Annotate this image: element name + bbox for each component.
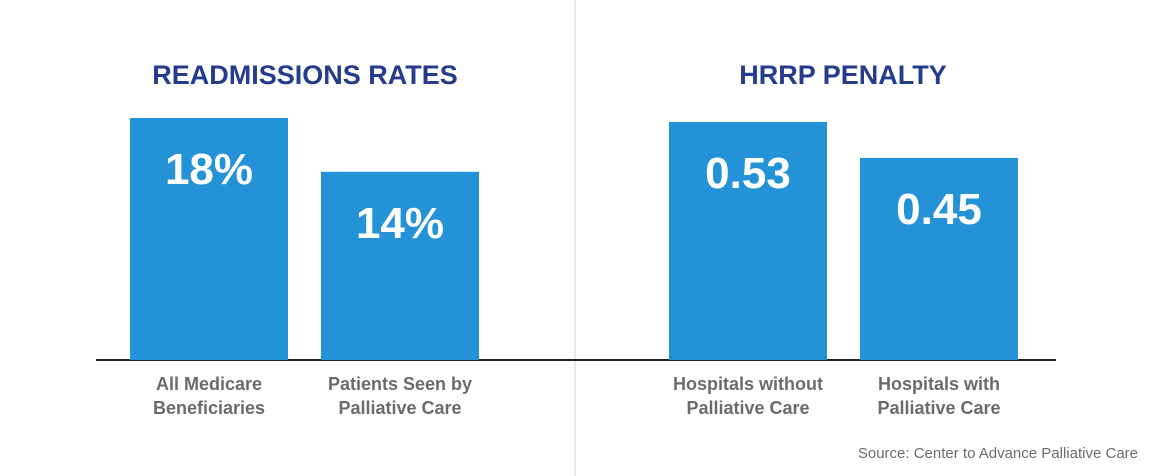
category-label: Hospitals with (878, 374, 1000, 394)
category-label: Patients Seen by (328, 374, 472, 394)
chart-panel-2: HRRP PENALTY 0.53 Hospitals without Palliat… (669, 60, 1018, 418)
category-label: Beneficiaries (153, 398, 265, 418)
category-label: All Medicare (156, 374, 262, 394)
source-note: Source: Center to Advance Palliative Car… (858, 445, 1138, 462)
chart-title: HRRP PENALTY (739, 60, 947, 90)
bar-value-label: 14% (356, 199, 444, 248)
chart-panels: READMISSIONS RATES 18% All Medicare Benefic… (130, 60, 1018, 418)
category-label: Palliative Care (338, 398, 461, 418)
category-label: Hospitals without (673, 374, 823, 394)
chart-panel-1: READMISSIONS RATES 18% All Medicare Benefic… (130, 60, 479, 418)
bar (130, 118, 288, 360)
category-label: Palliative Care (686, 398, 809, 418)
bar-value-label: 18% (165, 145, 253, 194)
bar-value-label: 0.45 (896, 185, 982, 234)
bar (860, 157, 1018, 360)
bar (321, 171, 479, 360)
bar-value-label: 0.53 (705, 149, 791, 198)
category-label: Palliative Care (877, 398, 1000, 418)
bar (669, 122, 827, 360)
chart-title: READMISSIONS RATES (152, 60, 458, 90)
